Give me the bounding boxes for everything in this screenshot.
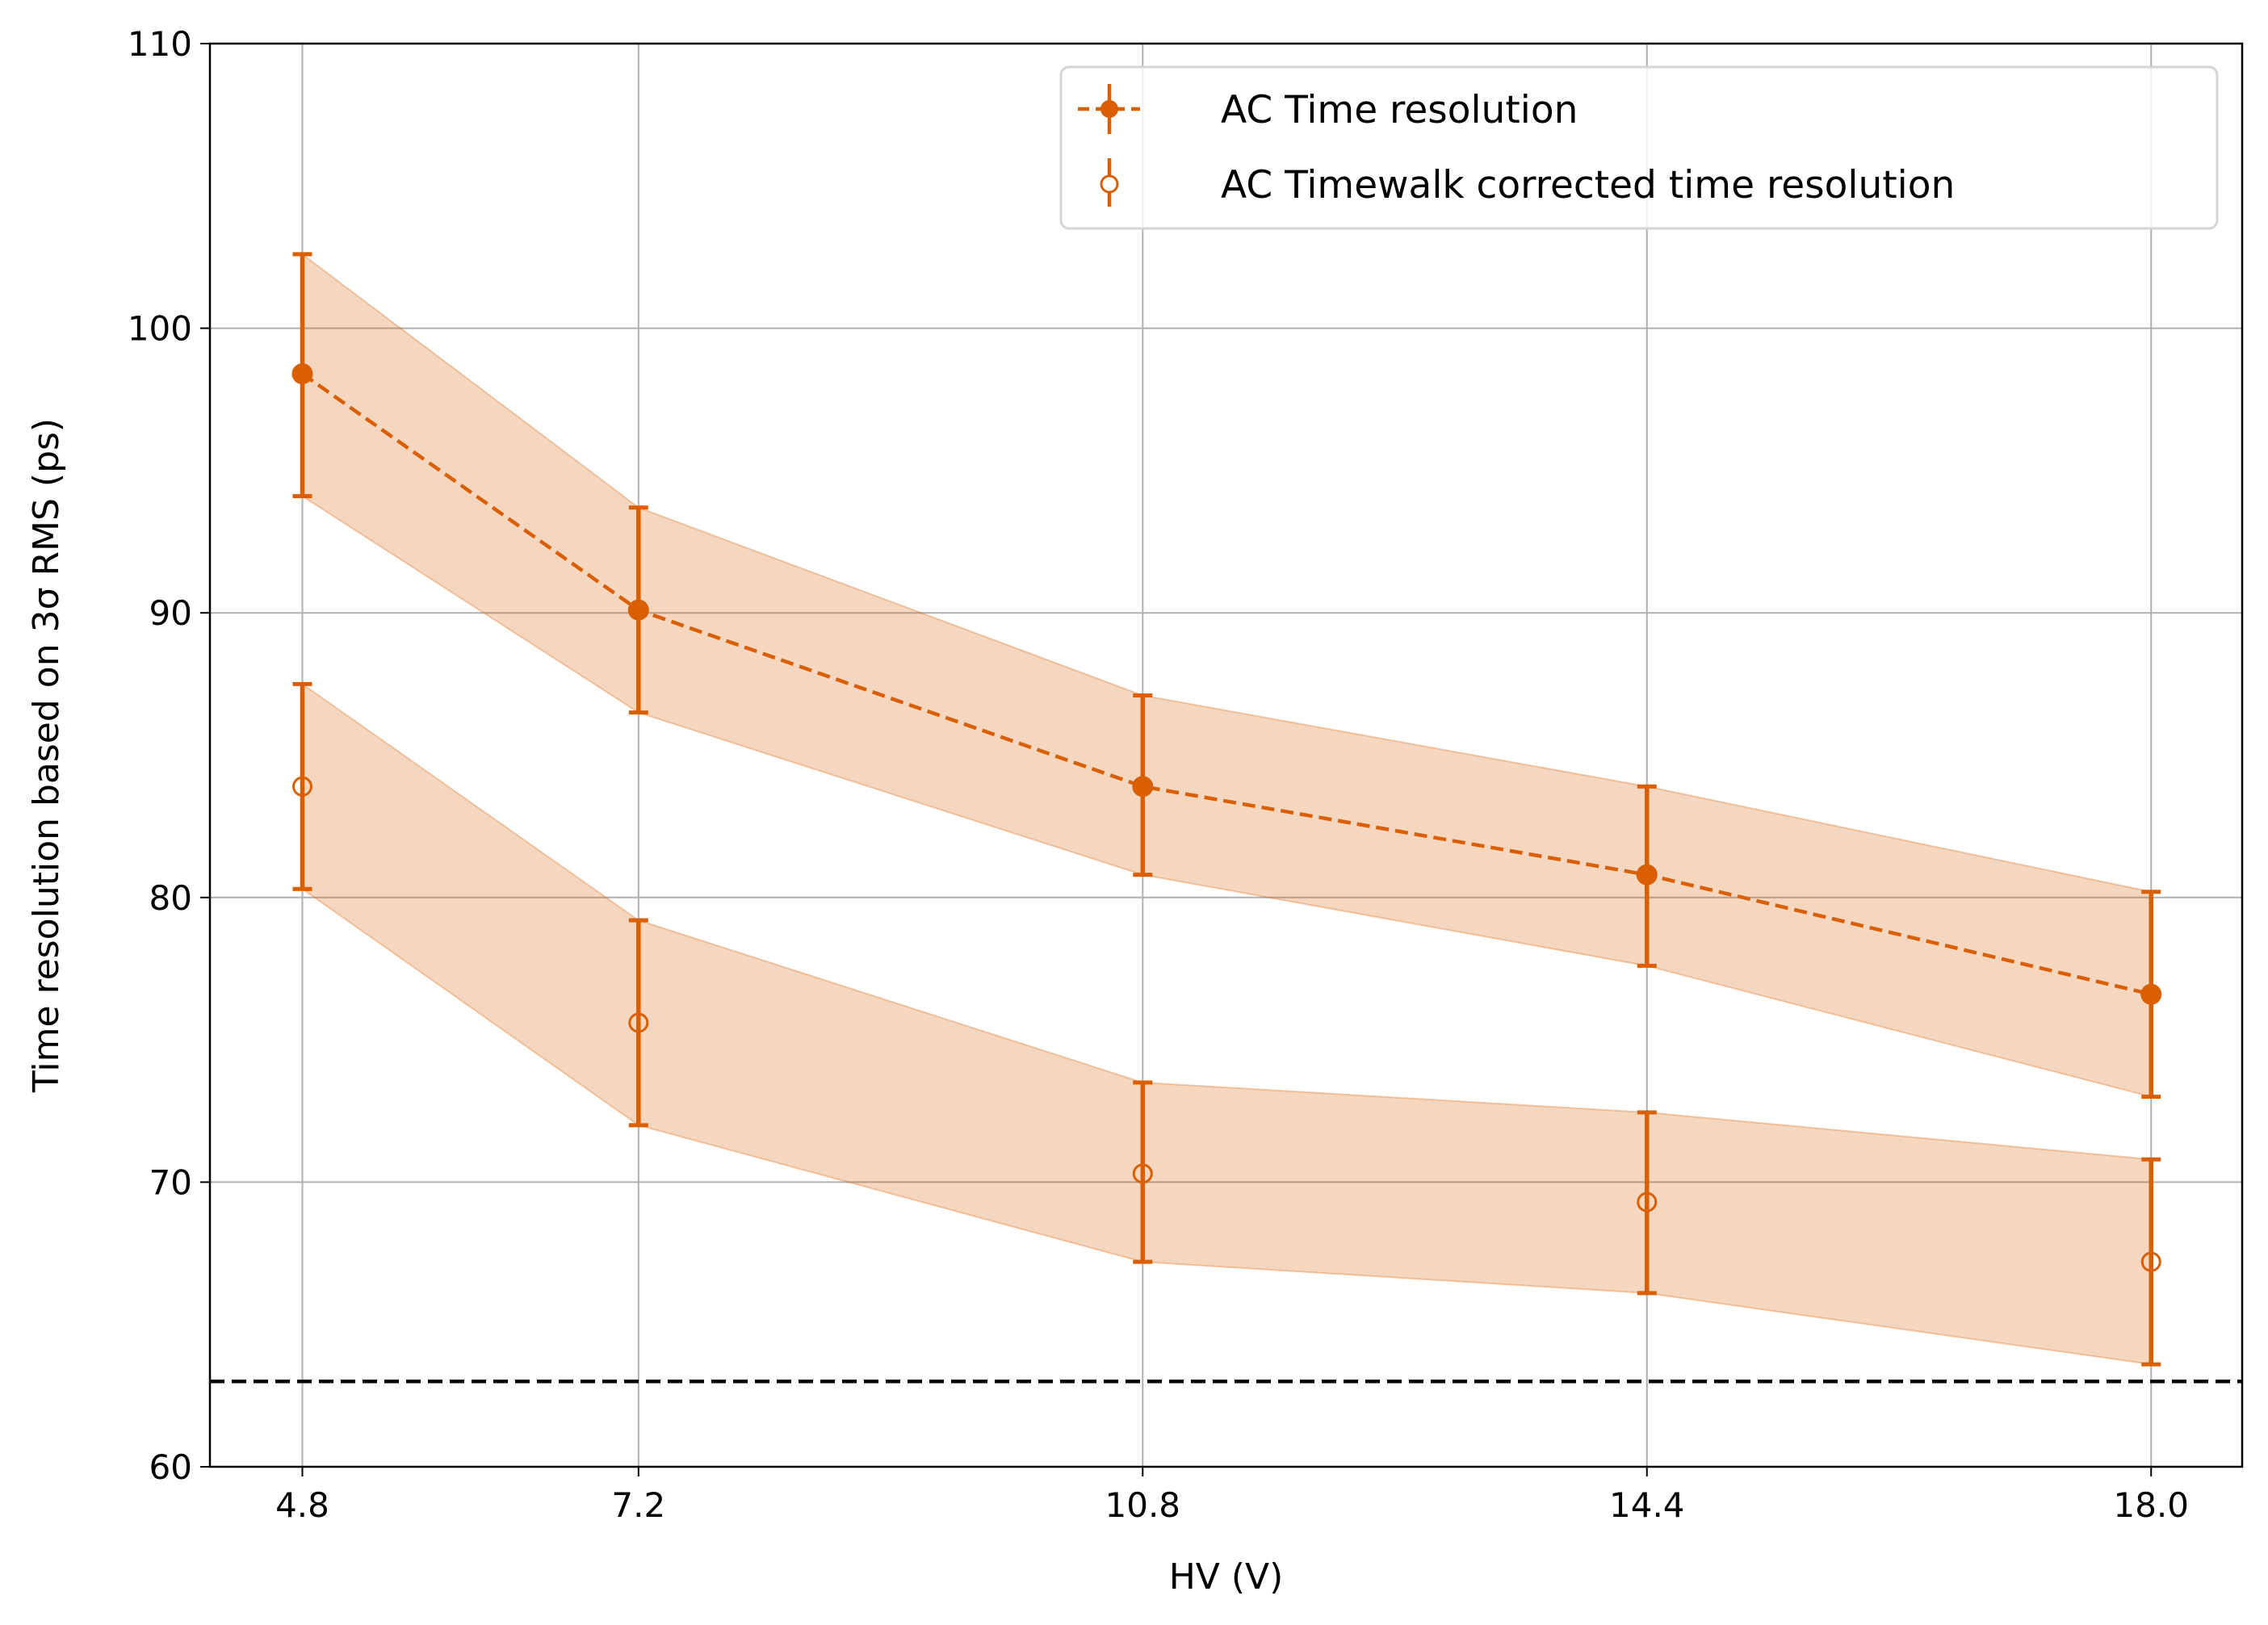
bands — [301, 252, 2153, 1366]
y-tick-label: 80 — [149, 878, 192, 918]
data-point — [1637, 1192, 1658, 1212]
data-point — [1132, 776, 1154, 798]
data-point — [1132, 1163, 1153, 1184]
x-tick-label: 10.8 — [1105, 1485, 1181, 1525]
data-point — [627, 599, 649, 621]
x-tick-label: 4.8 — [275, 1485, 329, 1525]
y-tick-label: 90 — [149, 593, 192, 633]
series-line — [301, 372, 2152, 996]
series — [291, 252, 2162, 1367]
x-tick-label: 14.4 — [1609, 1485, 1685, 1525]
data-point — [291, 363, 313, 385]
legend-marker-ac-timewalk — [1100, 158, 1119, 207]
legend-marker-ac-time — [1078, 84, 1140, 134]
data-point — [291, 776, 312, 797]
x-axis-label: HV (V) — [1169, 1556, 1284, 1598]
y-axis-label: Time resolution based on 3σ RMS (ps) — [26, 418, 67, 1093]
legend-label-ac-timewalk: AC Timewalk corrected time resolution — [1221, 163, 1955, 207]
ticks: 4.8 7.2 10.8 14.4 18.0 60 70 80 90 100 110 — [128, 24, 2189, 1525]
y-tick-label: 60 — [149, 1447, 192, 1487]
legend-label-ac-time: AC Time resolution — [1221, 88, 1578, 132]
data-point — [2140, 983, 2162, 1005]
x-tick-label: 7.2 — [611, 1485, 665, 1525]
legend-box — [1059, 65, 2219, 230]
data-point — [2140, 1251, 2161, 1272]
plot-frame — [208, 42, 2244, 1468]
y-tick-label: 110 — [128, 24, 192, 64]
data-point — [628, 1012, 649, 1033]
x-tick-label: 18.0 — [2113, 1485, 2189, 1525]
data-point — [1636, 864, 1658, 886]
y-tick-label: 100 — [128, 309, 192, 349]
legend: AC Time resolution AC Timewalk corrected… — [1059, 65, 2219, 230]
y-tick-label: 70 — [149, 1162, 192, 1202]
